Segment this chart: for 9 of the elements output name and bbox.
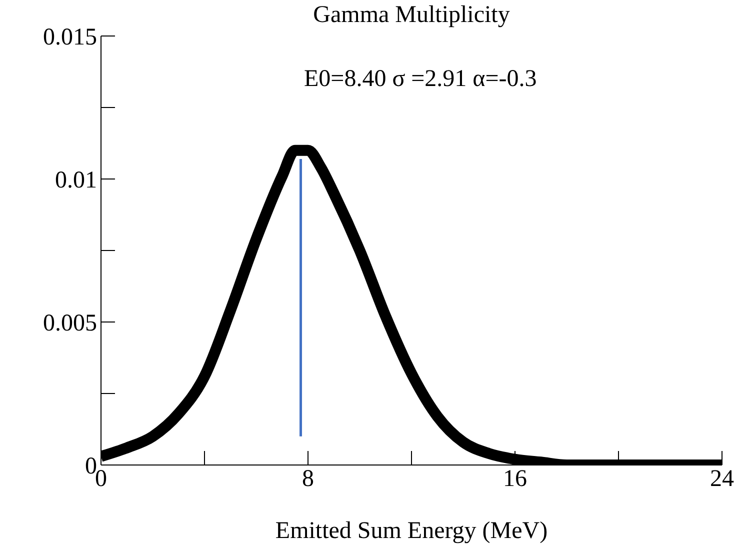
- annotation: E0=8.40 σ =2.91 α=-0.3: [304, 66, 537, 92]
- y-tick-label: 0.015: [43, 24, 97, 51]
- chart-title: Gamma Multiplicity: [312, 2, 511, 29]
- y-tick-label: 0.01: [55, 168, 97, 194]
- y-tick-label: 0.005: [43, 310, 97, 337]
- x-tick-label: 16: [503, 466, 527, 492]
- x-tick-label: 24: [710, 466, 734, 492]
- x-axis-title: Emitted Sum Energy (MeV): [275, 518, 548, 544]
- x-tick-label: 8: [302, 466, 314, 492]
